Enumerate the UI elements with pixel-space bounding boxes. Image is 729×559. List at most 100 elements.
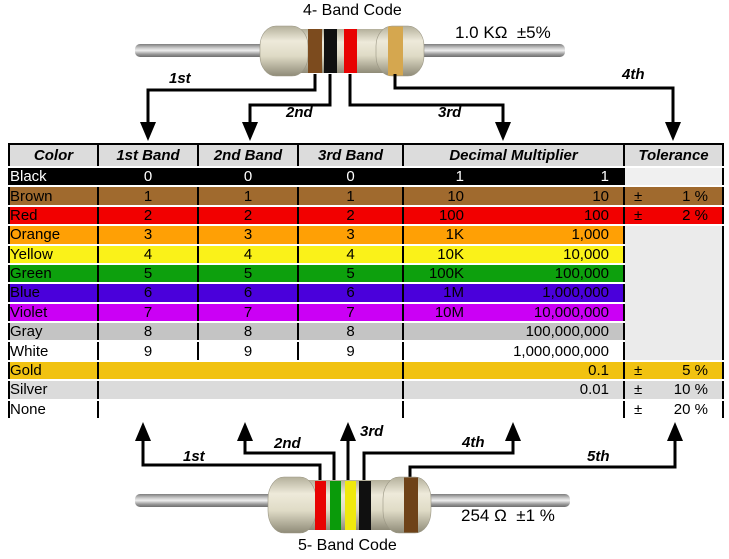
band-cell: 1 xyxy=(98,186,199,207)
table-row: Silver 0.01 ±10 % xyxy=(9,380,724,401)
table-row: None ±20 % xyxy=(9,399,724,420)
multiplier-cell: 10K 10,000 xyxy=(403,244,625,265)
table-row: Blue 6 6 6 1M 1,000,000 xyxy=(9,283,723,304)
band-cell: 5 xyxy=(298,263,404,285)
multiplier-short: 100 xyxy=(438,206,464,224)
arrow-label-4th-bottom: 4th xyxy=(462,434,485,451)
band-red-icon xyxy=(315,481,326,530)
multiplier-full: 100,000,000 xyxy=(525,323,609,341)
table-row: Red 2 2 2 100 100 ±2 % xyxy=(9,205,724,227)
multiplier-cell: 1M 1,000,000 xyxy=(403,283,625,304)
color-cell: White xyxy=(9,341,99,362)
five-band-resistor-graphic xyxy=(135,422,683,534)
plus-minus-sign: ± xyxy=(634,187,643,205)
header-2nd-band: 2nd Band xyxy=(198,144,299,168)
arrow-label-1st-bottom: 1st xyxy=(183,448,205,465)
band-gold-icon xyxy=(388,26,403,76)
arrow-label-3rd-bottom: 3rd xyxy=(360,423,384,440)
multiplier-full: 0.01 xyxy=(579,381,609,399)
table-header-row: Color 1st Band 2nd Band 3rd Band Decimal… xyxy=(9,144,724,168)
band-cell: 1 xyxy=(198,186,299,207)
multiplier-cell: 100,000,000 xyxy=(403,322,625,343)
five-band-title: 5- Band Code xyxy=(298,537,397,554)
header-3rd-band: 3rd Band xyxy=(298,144,404,168)
color-cell: Gray xyxy=(9,322,99,343)
band-cell: 6 xyxy=(298,283,404,304)
band-yellow-icon xyxy=(345,481,356,530)
band-cell: 8 xyxy=(198,322,299,343)
table-row: Gray 8 8 8 100,000,000 xyxy=(9,322,723,343)
band-cell: 9 xyxy=(298,341,404,362)
band-cell: 2 xyxy=(98,205,199,227)
arrow-label-5th-bottom: 5th xyxy=(587,448,610,465)
tolerance-value: 10 % xyxy=(673,381,708,399)
band-cell: 0 xyxy=(298,167,404,188)
band-cell: 4 xyxy=(198,244,299,265)
band-cell: 1 xyxy=(298,186,404,207)
plus-minus-sign: ± xyxy=(634,361,643,379)
arrow-label-2nd-top: 2nd xyxy=(286,104,313,121)
multiplier-short: 1 xyxy=(455,168,464,186)
band-cell: 6 xyxy=(198,283,299,304)
multiplier-cell: 100 100 xyxy=(403,205,625,227)
multiplier-short: 10M xyxy=(434,303,464,321)
tolerance-cell: ±1 % xyxy=(624,186,724,207)
arrow-label-2nd-bottom: 2nd xyxy=(274,435,301,452)
band-black-icon xyxy=(324,29,337,73)
plus-minus-sign: ± xyxy=(634,400,643,418)
tolerance-cell: ±5 % xyxy=(624,360,724,382)
band-cell: 5 xyxy=(198,263,299,285)
table-row: Yellow 4 4 4 10K 10,000 xyxy=(9,244,723,265)
color-cell: Black xyxy=(9,167,99,188)
four-band-value: 1.0 KΩ ±5% xyxy=(455,23,551,42)
bands-merged-cell xyxy=(98,380,404,401)
band-cell: 3 xyxy=(198,225,299,246)
band-red-icon xyxy=(344,29,357,73)
four-band-resistor-graphic xyxy=(135,25,681,141)
table-row: Green 5 5 5 100K 100,000 xyxy=(9,263,723,285)
bands-merged-cell xyxy=(98,360,404,382)
band-cell: 3 xyxy=(298,225,404,246)
multiplier-cell: 100K 100,000 xyxy=(403,263,625,285)
multiplier-full: 1,000 xyxy=(571,226,609,244)
arrow-label-3rd-top: 3rd xyxy=(438,104,462,121)
band-cell: 4 xyxy=(298,244,404,265)
multiplier-cell: 1K 1,000 xyxy=(403,225,625,246)
plus-minus-sign: ± xyxy=(634,381,643,399)
multiplier-full: 10,000 xyxy=(563,245,609,263)
table-row: Gold 0.1 ±5 % xyxy=(9,360,724,382)
color-cell: None xyxy=(9,399,99,420)
tolerance-value: 5 % xyxy=(682,361,708,379)
header-tolerance: Tolerance xyxy=(624,144,724,168)
multiplier-full: 10,000,000 xyxy=(533,303,609,321)
arrow-heads-bottom xyxy=(135,422,683,441)
multiplier-full: 10 xyxy=(592,187,609,205)
multiplier-cell xyxy=(403,399,625,420)
plus-minus-sign: ± xyxy=(634,206,643,224)
color-cell: Yellow xyxy=(9,244,99,265)
five-band-value: 254 Ω ±1 % xyxy=(461,506,555,525)
color-cell: Gold xyxy=(9,360,99,382)
multiplier-cell: 1,000,000,000 xyxy=(403,341,625,362)
band-cell: 0 xyxy=(198,167,299,188)
multiplier-short: 1M xyxy=(443,284,464,302)
band-cell: 8 xyxy=(98,322,199,343)
band-cell: 9 xyxy=(98,341,199,362)
arrow-label-1st-top: 1st xyxy=(169,70,191,87)
multiplier-full: 100,000 xyxy=(554,265,609,283)
tolerance-cell: ±2 % xyxy=(624,205,724,227)
header-1st-band: 1st Band xyxy=(98,144,199,168)
tolerance-cell: ±20 % xyxy=(624,399,724,420)
header-decimal-multiplier: Decimal Multiplier xyxy=(403,144,625,168)
table-row: Orange 3 3 3 1K 1,000 xyxy=(9,225,724,362)
multiplier-short: 10K xyxy=(437,245,464,263)
color-cell: Orange xyxy=(9,225,99,246)
color-cell: Green xyxy=(9,263,99,285)
band-cell: 2 xyxy=(298,205,404,227)
arrow-heads-top xyxy=(140,122,681,141)
multiplier-cell: 10M 10,000,000 xyxy=(403,302,625,324)
color-code-table: Color 1st Band 2nd Band 3rd Band Decimal… xyxy=(8,143,724,420)
band-cell: 5 xyxy=(98,263,199,285)
band-cell: 7 xyxy=(298,302,404,324)
